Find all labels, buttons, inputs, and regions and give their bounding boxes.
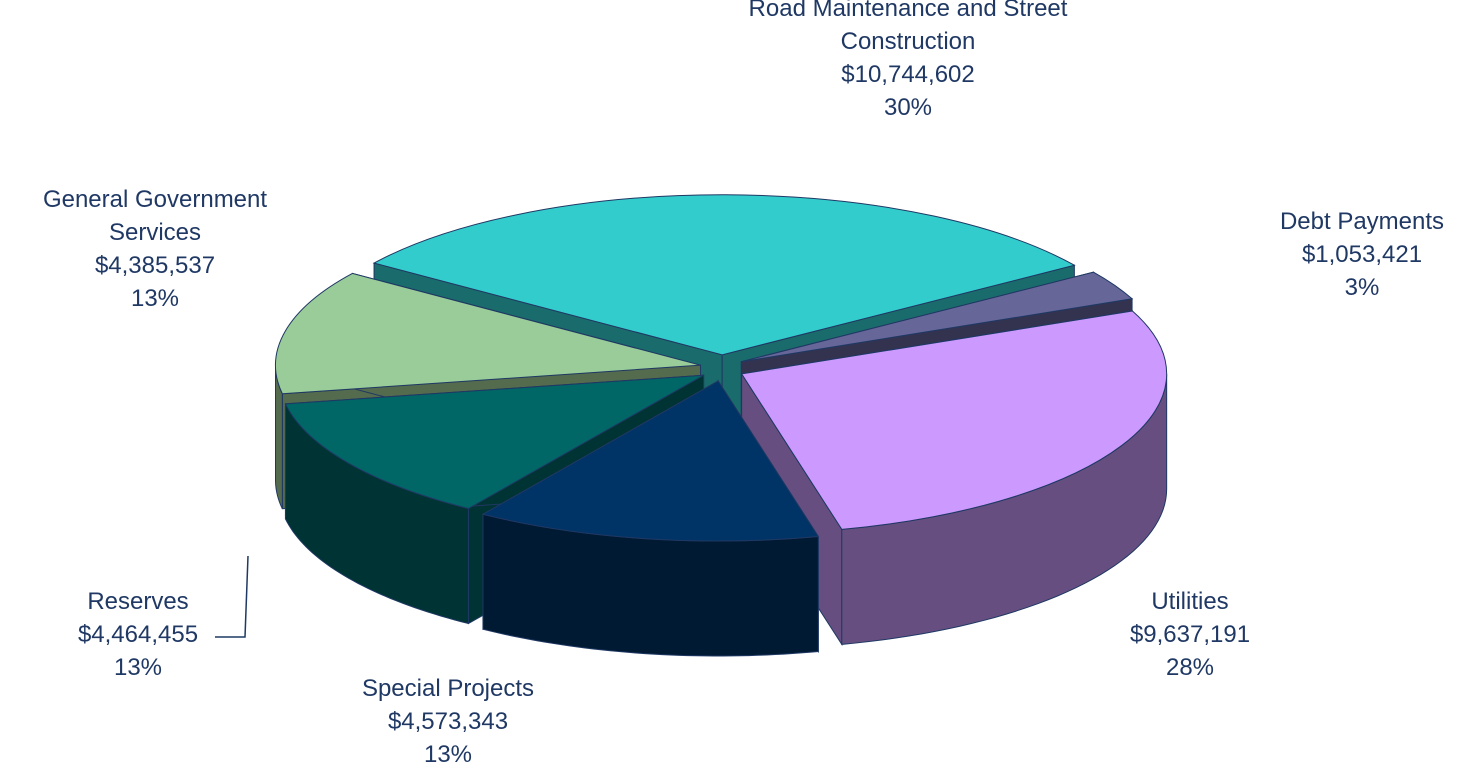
value-label: $1,053,421 bbox=[1301, 241, 1423, 268]
slice-top bbox=[284, 374, 704, 510]
slice-top bbox=[740, 310, 1168, 530]
slice-label: Debt Payments $1,053,421 3% bbox=[1232, 205, 1483, 304]
category: Utilities bbox=[1151, 588, 1229, 615]
slice-label: Utilities $9,637,191 28% bbox=[1070, 585, 1310, 684]
percent-label: 30% bbox=[883, 94, 933, 121]
category: General Government Services bbox=[42, 186, 268, 246]
category: Road Maintenance and Street Construction bbox=[748, 0, 1068, 55]
percent-label: 28% bbox=[1165, 654, 1215, 681]
value-label: $4,385,537 bbox=[94, 252, 216, 279]
percent-label: 3% bbox=[1344, 274, 1380, 301]
slice-label: General Government Services $4,385,537 13% bbox=[5, 183, 305, 315]
percent-label: 13% bbox=[130, 285, 180, 312]
slice-top bbox=[275, 272, 701, 395]
slice-top bbox=[481, 380, 820, 542]
slice-top bbox=[372, 194, 1076, 356]
value-label: $9,637,191 bbox=[1129, 621, 1251, 648]
leader-line bbox=[215, 555, 249, 638]
value-label: $4,573,343 bbox=[387, 708, 509, 735]
slice-label: Road Maintenance and Street Construction… bbox=[738, 0, 1078, 124]
value-label: $4,464,455 bbox=[77, 621, 199, 648]
category: Special Projects bbox=[361, 675, 535, 702]
percent-label: 13% bbox=[113, 654, 163, 681]
category: Debt Payments bbox=[1279, 208, 1445, 235]
slice-label: Special Projects $4,573,343 13% bbox=[308, 672, 588, 771]
slice-top bbox=[741, 271, 1134, 363]
percent-label: 13% bbox=[423, 741, 473, 768]
slice-label: Reserves $4,464,455 13% bbox=[18, 585, 258, 684]
category: Reserves bbox=[87, 588, 189, 615]
value-label: $10,744,602 bbox=[841, 61, 975, 88]
